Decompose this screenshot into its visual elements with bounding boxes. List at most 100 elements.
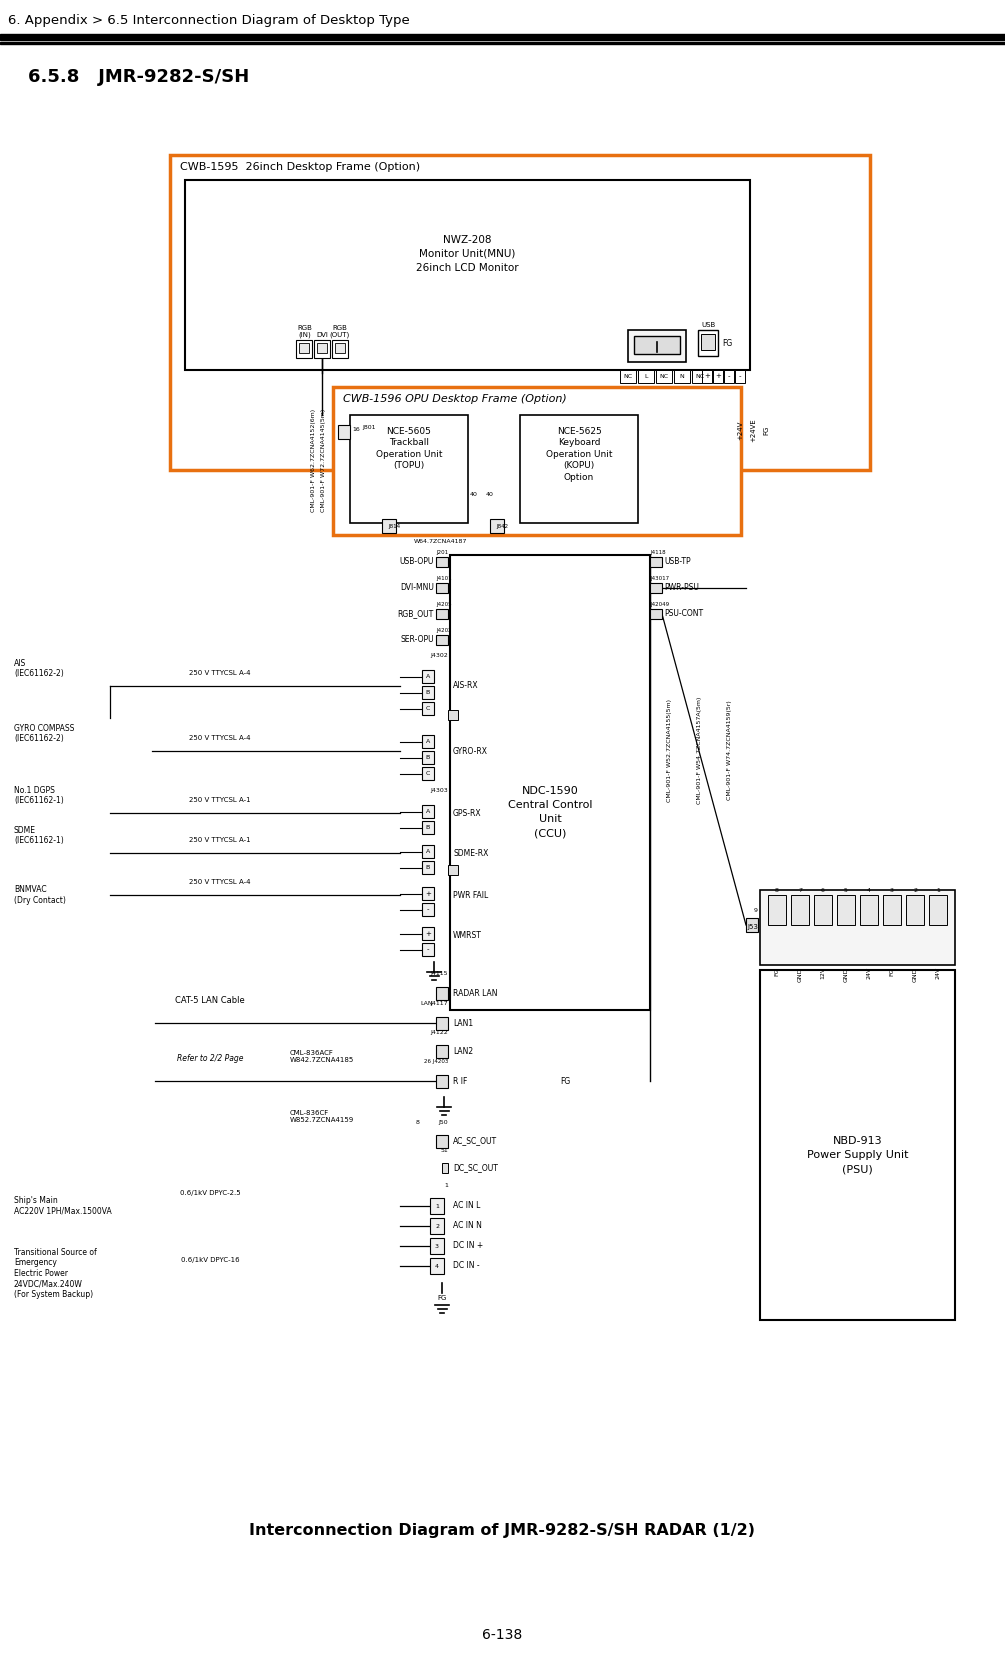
Bar — [650, 557, 662, 567]
Text: CAT-5 LAN Cable: CAT-5 LAN Cable — [175, 996, 245, 1006]
Text: Transitional Source of
Emergency
Electric Power
24VDC/Max.240W
(For System Backu: Transitional Source of Emergency Electri… — [14, 1248, 96, 1298]
Text: 8: 8 — [775, 888, 779, 892]
Bar — [702, 371, 712, 382]
Bar — [430, 1238, 444, 1255]
Text: CML-901-F W72.7ZCNA4145(5m): CML-901-F W72.7ZCNA4145(5m) — [321, 409, 326, 512]
Text: GYRO-RX: GYRO-RX — [453, 746, 488, 756]
Text: J4101: J4101 — [436, 577, 451, 582]
Bar — [430, 1218, 444, 1233]
Text: GYRO COMPASS
(IEC61162-2): GYRO COMPASS (IEC61162-2) — [14, 723, 74, 743]
Bar — [814, 896, 832, 926]
Text: PWR-PSU: PWR-PSU — [664, 583, 698, 592]
Text: CWB-1596 OPU Desktop Frame (Option): CWB-1596 OPU Desktop Frame (Option) — [343, 394, 567, 404]
Text: AC_SC_OUT: AC_SC_OUT — [453, 1137, 497, 1145]
Text: B: B — [426, 690, 430, 695]
Text: J42049: J42049 — [650, 602, 669, 607]
Text: J842: J842 — [496, 524, 509, 529]
Text: 4: 4 — [867, 888, 871, 892]
Bar — [185, 179, 750, 371]
Bar — [299, 342, 309, 352]
Bar — [490, 519, 504, 534]
Text: AC IN L: AC IN L — [453, 1202, 480, 1210]
Text: L: L — [644, 374, 648, 379]
Text: A: A — [426, 675, 430, 680]
Text: GND: GND — [798, 967, 803, 982]
Text: LAN2: LAN2 — [453, 1047, 473, 1055]
Text: A: A — [426, 740, 430, 745]
Text: -: - — [739, 374, 742, 379]
Text: J43017: J43017 — [650, 577, 669, 582]
Text: NCE-5625
Keyboard
Operation Unit
(KOPU)
Option: NCE-5625 Keyboard Operation Unit (KOPU) … — [546, 427, 612, 482]
Text: CML-901-F W74.7ZCNA4159(5r): CML-901-F W74.7ZCNA4159(5r) — [728, 700, 733, 799]
Text: J801: J801 — [362, 425, 376, 430]
Bar — [422, 888, 434, 901]
Text: R IF: R IF — [453, 1077, 467, 1085]
Text: FG: FG — [889, 967, 894, 976]
Bar — [422, 751, 434, 765]
Bar — [692, 371, 708, 382]
Text: RGB
(OUT): RGB (OUT) — [330, 326, 350, 337]
Bar — [760, 971, 955, 1320]
Bar — [422, 766, 434, 779]
Bar — [735, 371, 745, 382]
Text: 6. Appendix > 6.5 Interconnection Diagram of Desktop Type: 6. Appendix > 6.5 Interconnection Diagra… — [8, 13, 410, 27]
Text: +: + — [705, 374, 710, 379]
Bar — [436, 1045, 448, 1059]
Bar — [422, 902, 434, 916]
Bar — [701, 334, 715, 351]
Bar — [436, 1075, 448, 1089]
Bar — [791, 896, 809, 926]
Text: +24V: +24V — [737, 420, 743, 440]
Text: 9: 9 — [754, 907, 758, 912]
Text: 3: 3 — [890, 888, 894, 892]
Text: W64.7ZCNA4187: W64.7ZCNA4187 — [413, 538, 466, 543]
Text: -: - — [728, 374, 731, 379]
Bar — [436, 635, 448, 645]
Text: Ship's Main
AC220V 1PH/Max.1500VA: Ship's Main AC220V 1PH/Max.1500VA — [14, 1197, 112, 1215]
Text: 1: 1 — [936, 888, 940, 892]
Bar — [620, 371, 636, 382]
Bar — [883, 896, 901, 926]
Text: 26 J4203: 26 J4203 — [424, 1059, 448, 1064]
Text: GND: GND — [913, 967, 918, 982]
Text: FG: FG — [763, 425, 769, 435]
Bar — [760, 889, 955, 966]
Text: 12V: 12V — [820, 967, 825, 979]
Bar — [430, 1258, 444, 1275]
Text: FG: FG — [775, 967, 780, 976]
Bar — [422, 804, 434, 818]
Text: 7: 7 — [798, 888, 802, 892]
Text: Refer to 2/2 Page: Refer to 2/2 Page — [177, 1054, 243, 1064]
Text: J53: J53 — [747, 924, 758, 931]
Text: J4118: J4118 — [650, 550, 665, 555]
Text: WMRST: WMRST — [453, 931, 481, 939]
Text: GND: GND — [843, 967, 848, 982]
Bar — [436, 1135, 448, 1148]
Text: A: A — [426, 809, 430, 814]
Bar — [436, 1017, 448, 1030]
Text: SER-OPU: SER-OPU — [400, 635, 434, 645]
Text: 2: 2 — [435, 1223, 439, 1228]
Text: +: + — [425, 891, 431, 896]
Bar — [422, 861, 434, 874]
Text: C: C — [426, 771, 430, 776]
Bar — [450, 555, 650, 1010]
Text: 250 V TTYCSL A-4: 250 V TTYCSL A-4 — [189, 735, 251, 741]
Text: NC: NC — [659, 374, 668, 379]
Text: DVI: DVI — [316, 332, 328, 337]
Text: BNMVAC
(Dry Contact): BNMVAC (Dry Contact) — [14, 886, 66, 904]
Text: J814: J814 — [388, 524, 400, 529]
Bar — [0, 33, 1005, 40]
Text: CML-901-F W52.7ZCNA4155(5m): CML-901-F W52.7ZCNA4155(5m) — [667, 698, 672, 801]
Text: J4205: J4205 — [436, 602, 451, 607]
Text: J50: J50 — [438, 1120, 448, 1125]
Text: RGB
(IN): RGB (IN) — [297, 326, 313, 337]
Bar — [314, 341, 330, 357]
Bar — [170, 155, 870, 470]
Text: No.1 DGPS
(IEC61162-1): No.1 DGPS (IEC61162-1) — [14, 786, 63, 804]
Bar — [724, 371, 734, 382]
Text: FG: FG — [560, 1077, 570, 1085]
Text: 16: 16 — [352, 427, 360, 432]
Text: CML-836ACF
W842.7ZCNA4185: CML-836ACF W842.7ZCNA4185 — [290, 1050, 354, 1064]
Bar — [448, 864, 458, 874]
